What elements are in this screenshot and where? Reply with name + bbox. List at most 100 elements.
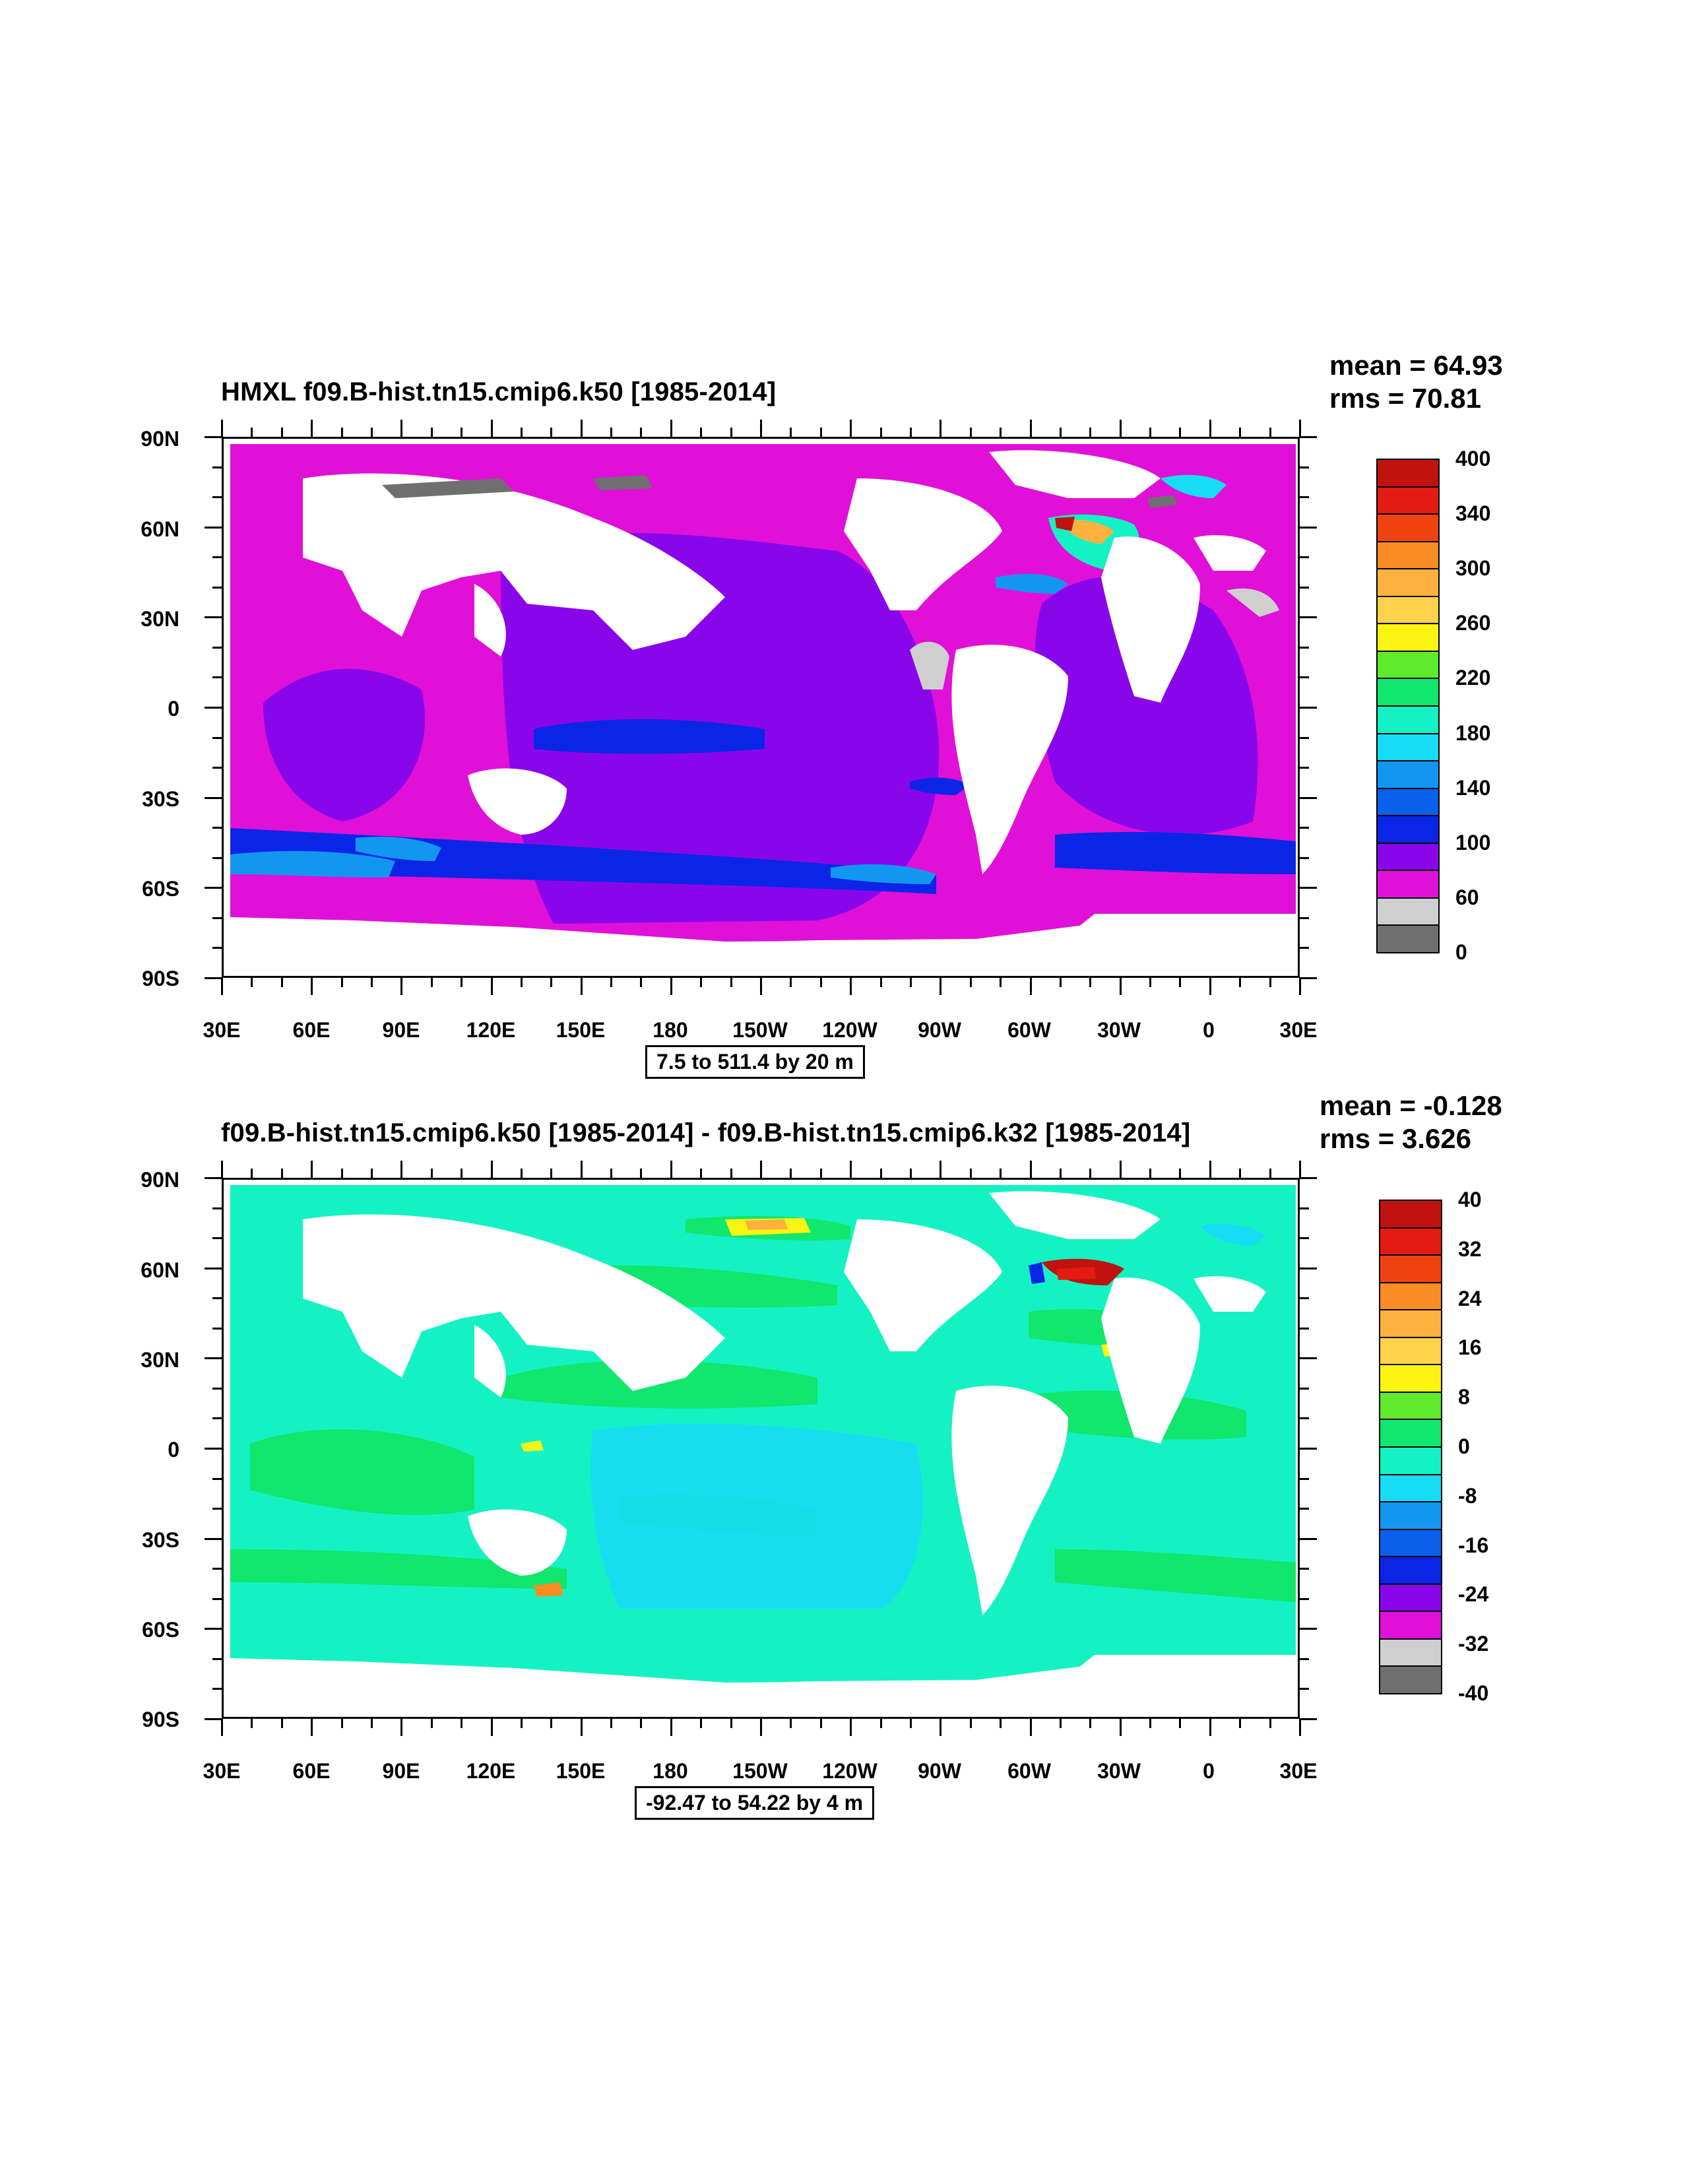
axis-tick [1089,428,1092,437]
axis-tick [212,1417,222,1420]
axis-tick [879,1169,882,1178]
lon-label: 120W [822,1018,877,1042]
axis-tick [1300,526,1317,529]
colorbar-label: 220 [1455,666,1491,690]
colorbar-swatch [1376,650,1440,680]
lat-label: 30N [141,607,179,631]
axis-tick [1299,420,1301,437]
axis-tick [909,428,912,437]
axis-tick [1119,1161,1122,1178]
lon-label: 30W [1097,1759,1141,1783]
axis-tick [550,1169,553,1178]
axis-tick [730,978,732,987]
axis-tick [580,420,583,437]
colorbar: 40 32 24 16 8 0 -8 -16 -24 -32 -40 [1379,1188,1488,1705]
axis-tick [1300,1688,1309,1690]
axis-tick [1299,1719,1301,1736]
axis-tick [1300,1417,1309,1420]
axis-tick [1269,1169,1271,1178]
axis-tick [1209,1161,1211,1178]
axis-tick [1179,428,1182,437]
axis-tick [700,428,703,437]
axis-tick [940,978,942,995]
axis-tick [610,428,613,437]
lat-label: 60N [141,1258,179,1282]
axis-tick [1300,977,1317,979]
lat-label: 90N [141,1168,179,1192]
axis-tick [430,1169,433,1178]
axis-tick [610,1169,613,1178]
axis-tick [819,428,822,437]
axis-tick [212,1508,222,1510]
axis-tick [790,428,792,437]
axis-tick [212,736,222,739]
lat-label: 60S [142,877,179,901]
axis-tick [610,978,613,987]
axis-tick [205,1628,222,1630]
axis-tick [1300,1597,1309,1600]
axis-tick [1149,428,1152,437]
axis-tick [1300,736,1309,739]
lon-label: 150W [732,1018,788,1042]
axis-tick [819,1169,822,1178]
lon-label: 90E [382,1018,420,1042]
lon-label: 90E [382,1759,420,1783]
axis-tick [1300,1508,1309,1510]
axis-tick [370,428,373,437]
axis-tick [520,1719,523,1728]
axis-tick [850,420,852,437]
axis-tick [1059,1719,1062,1728]
axis-tick [940,1719,942,1736]
axis-tick [1300,616,1317,619]
colorbar-label: 0 [1455,940,1467,964]
axis-tick [1269,978,1271,987]
axis-tick [1269,1719,1271,1728]
axis-tick [1149,978,1152,987]
axis-tick [879,978,882,987]
axis-tick [1239,1719,1242,1728]
lon-label: 150E [556,1759,606,1783]
axis-tick [1300,916,1309,919]
axis-tick [670,1719,672,1736]
colorbar-label: 60 [1455,885,1479,909]
axis-tick [760,1719,762,1736]
axis-tick [212,1477,222,1480]
axis-tick [1299,978,1301,995]
axis-tick [212,827,222,829]
colorbar-label: -32 [1458,1632,1489,1656]
axis-tick [1300,466,1309,468]
colorbar-label: 180 [1455,721,1491,745]
axis-tick [1300,496,1309,499]
axis-tick [700,1169,703,1178]
axis-tick [580,978,583,995]
axis-tick [205,796,222,799]
axis-tick [212,1207,222,1209]
axis-tick [1300,1387,1309,1390]
axis-tick [1029,1161,1032,1178]
axis-tick [670,978,672,995]
axis-tick [1239,978,1242,987]
axis-tick [1300,1537,1317,1540]
axis-tick [670,1161,672,1178]
axis-tick [1300,1267,1317,1269]
colorbar-swatch [1379,1611,1442,1640]
axis-tick [205,1718,222,1720]
axis-tick [790,978,792,987]
lat-label: 90N [141,427,179,451]
axis-tick [280,1169,283,1178]
lon-label: 90W [918,1759,961,1783]
lat-label: 60S [142,1618,179,1642]
colorbar-swatch [1379,1528,1442,1558]
axis-tick [640,978,643,987]
axis-tick [1149,1719,1152,1728]
axis-tick [205,1537,222,1540]
lon-label: 30E [1279,1018,1318,1042]
colorbar-swatch [1376,787,1440,817]
axis-tick [221,1719,223,1736]
axis-tick [550,1719,553,1728]
axis-tick [340,978,343,987]
lon-label: 150E [556,1018,606,1042]
colorbar-label: 300 [1455,556,1491,581]
lon-label: 180 [653,1018,688,1042]
